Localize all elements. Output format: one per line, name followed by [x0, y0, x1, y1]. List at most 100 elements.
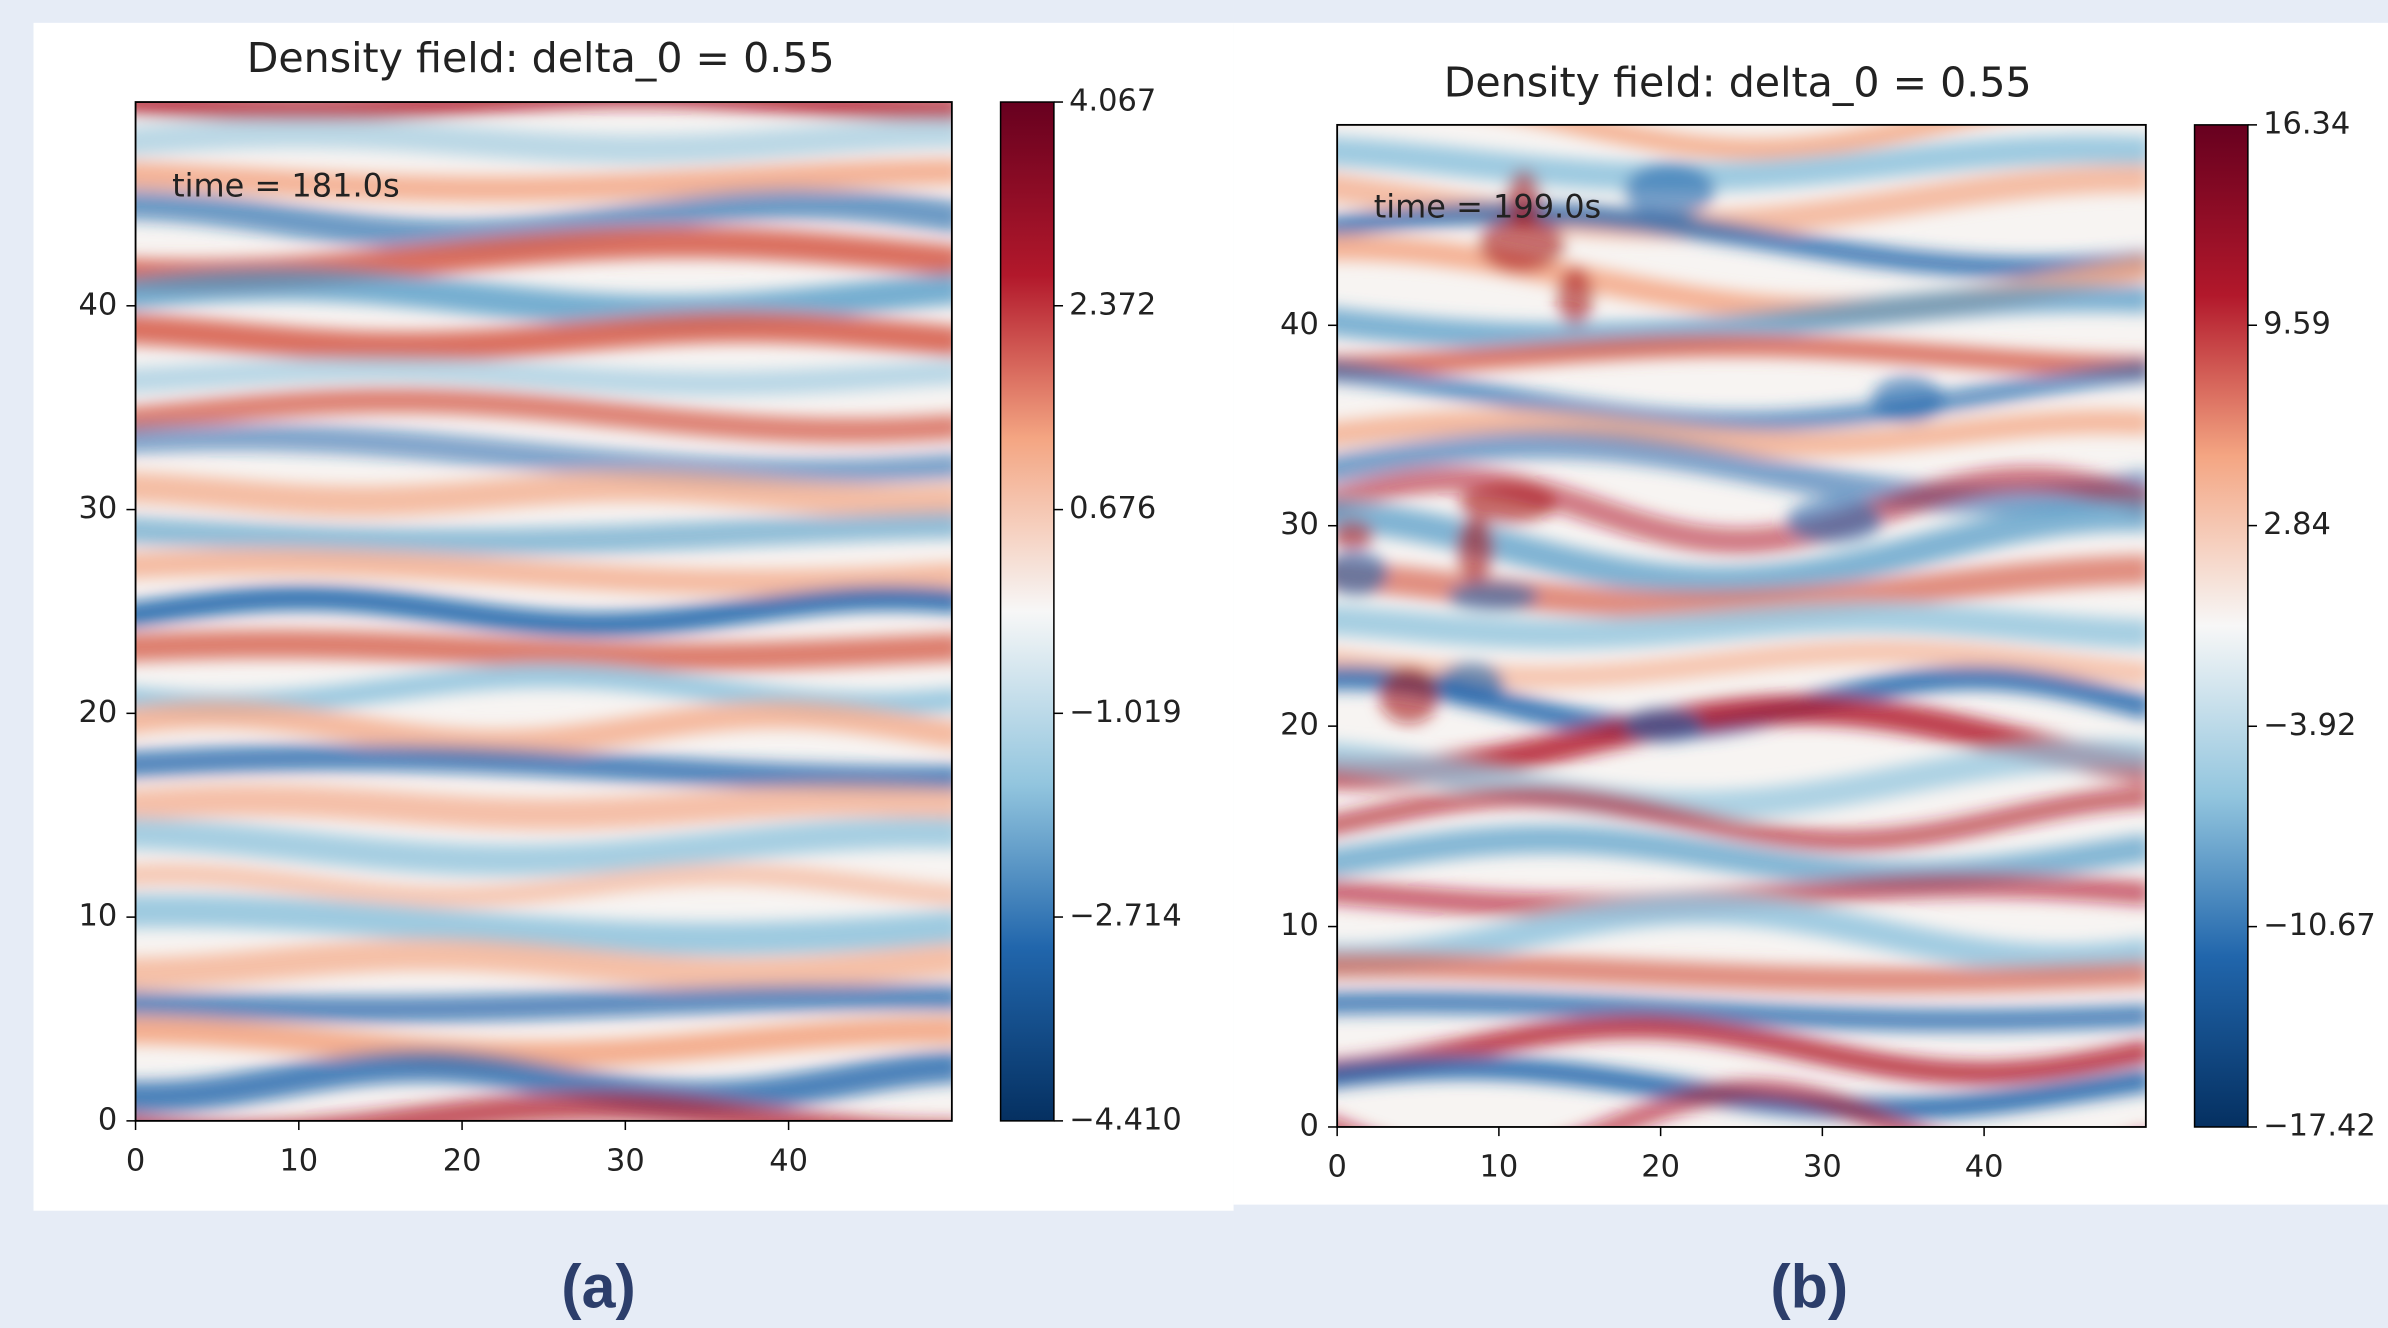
x-tick-label: 40: [1965, 1150, 2004, 1185]
heatmap-band: [135, 118, 952, 165]
heatmap-band: [1337, 1014, 2146, 1085]
x-tick-label: 20: [443, 1144, 482, 1179]
time-annotation: time = 199.0s: [1374, 188, 1602, 226]
x-tick-label: 30: [606, 1144, 645, 1179]
chart-title: Density field: delta_0 = 0.55: [1444, 58, 2032, 106]
heatmap-band: [135, 784, 952, 831]
heatmap-band: [1337, 429, 2146, 515]
heatmap-band: [135, 1091, 952, 1121]
colorbar-tick-label: 0.676: [1069, 491, 1156, 526]
heatmap-band: [1337, 202, 2146, 279]
heatmap-eddy: [1447, 581, 1539, 612]
colorbar-tick-label: 2.372: [1069, 287, 1156, 322]
heatmap-eddy: [1478, 216, 1565, 273]
heatmap-band: [135, 267, 952, 329]
x-tick-label: 20: [1641, 1150, 1680, 1185]
heatmap-band: [135, 423, 952, 487]
axes-frame: [1336, 123, 2147, 1128]
heatmap-band: [135, 938, 952, 990]
heatmap-band: [135, 312, 952, 362]
heatmap-eddy: [1437, 662, 1505, 705]
heatmap-eddy: [1457, 517, 1494, 583]
colorbar: [2193, 124, 2249, 1128]
heatmap-field: [1337, 124, 2146, 1127]
time-annotation: time = 181.0s: [172, 166, 400, 204]
heatmap-band: [1337, 466, 2146, 555]
heatmap-band: [135, 983, 952, 1023]
colorbar-tick-label: −2.714: [1069, 899, 1182, 934]
heatmap-band: [135, 744, 952, 792]
x-tick-label: 0: [1327, 1150, 1346, 1185]
y-tick-label: 0: [1300, 1108, 1319, 1143]
heatmap-bands: [1337, 124, 2146, 1127]
heatmap-band: [1337, 283, 2146, 352]
x-tick-label: 40: [769, 1144, 808, 1179]
heatmap-band: [1337, 334, 2146, 378]
x-tick-label: 10: [1480, 1150, 1519, 1185]
heatmap-eddy: [1378, 667, 1440, 724]
heatmap-bands: [135, 102, 952, 1121]
y-tick-label: 30: [79, 491, 118, 526]
heatmap-band: [1528, 124, 1983, 160]
heatmap-band: [1337, 739, 2146, 821]
heatmap-band: [135, 700, 952, 758]
heatmap-eddy: [1624, 162, 1716, 219]
y-tick-label: 0: [98, 1102, 117, 1137]
heatmap-field: [135, 102, 952, 1121]
heatmap-band: [1337, 785, 2146, 852]
heatmap-band: [135, 102, 952, 122]
y-tick-label: 20: [79, 695, 118, 730]
heatmap-band: [135, 158, 952, 203]
caption: (b): [1770, 1253, 1848, 1321]
colorbar-tick-label: −4.410: [1069, 1102, 1182, 1137]
heatmap-band: [135, 1016, 952, 1069]
heatmap-eddy: [1337, 550, 1389, 596]
heatmap-eddy: [1871, 376, 1945, 423]
y-tick-label: 20: [1280, 708, 1319, 743]
colorbar-tick-label: 2.84: [2263, 507, 2331, 542]
heatmap-band: [1337, 991, 2146, 1032]
x-tick-label: 0: [126, 1144, 145, 1179]
colorbar-tick-label: −10.67: [2263, 908, 2376, 943]
heatmap-band: [1337, 360, 2146, 434]
heatmap-band: [135, 510, 952, 557]
heatmap-band: [1337, 1079, 1927, 1127]
heatmap-band: [135, 549, 952, 596]
axes-frame: [134, 101, 953, 1122]
heatmap-band: [135, 863, 952, 909]
heatmap-eddy: [1622, 707, 1703, 743]
y-tick-label: 10: [79, 899, 118, 934]
heatmap-band: [135, 629, 952, 672]
heatmap-band: [135, 187, 952, 252]
colorbar-tick-label: −1.019: [1069, 695, 1182, 730]
heatmap-band: [1337, 409, 2146, 457]
heatmap-band: [135, 387, 952, 444]
colorbar-tick-label: 16.34: [2263, 106, 2350, 141]
chart-title: Density field: delta_0 = 0.55: [247, 34, 835, 82]
heatmap-band: [135, 585, 952, 637]
colorbar: [999, 101, 1055, 1122]
heatmap-eddy: [1458, 483, 1557, 524]
heatmap-band: [135, 817, 952, 876]
heatmap-eddy: [1785, 499, 1883, 543]
heatmap-band: [135, 356, 952, 397]
heatmap-eddy: [1337, 520, 1374, 551]
heatmap-band: [135, 1050, 952, 1114]
caption: (a): [561, 1253, 635, 1321]
colorbar-tick-label: −17.42: [2263, 1108, 2376, 1143]
heatmap-band: [1337, 952, 2146, 994]
y-tick-label: 30: [1280, 507, 1319, 542]
heatmap-eddy: [1557, 267, 1594, 326]
heatmap-band: [135, 894, 952, 956]
heatmap-band: [1337, 135, 2146, 192]
heatmap-eddy: [1506, 170, 1541, 226]
colorbar-tick-label: 9.59: [2263, 307, 2331, 342]
heatmap-band: [1337, 825, 2146, 890]
heatmap-band: [1337, 895, 2146, 974]
y-tick-label: 40: [1280, 307, 1319, 342]
colorbar-tick-label: 4.067: [1069, 84, 1156, 119]
colorbar-tick-label: −3.92: [2263, 708, 2356, 743]
heatmap-band: [135, 471, 952, 517]
y-tick-label: 40: [79, 287, 118, 322]
